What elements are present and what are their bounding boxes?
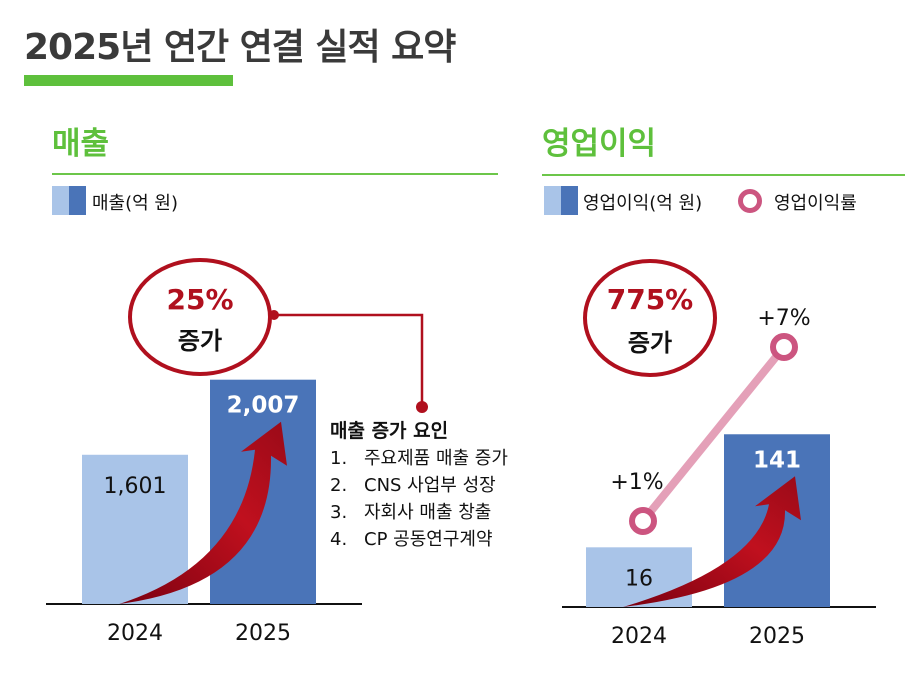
margin-label: +7% bbox=[757, 306, 810, 331]
reason-item: 2. CNS 사업부 성장 bbox=[330, 471, 496, 497]
reason-number: 2. bbox=[330, 475, 348, 496]
reasons-title: 매출 증가 요인 bbox=[330, 420, 449, 442]
data-label: 141 bbox=[753, 447, 801, 473]
operating-profit-divider bbox=[542, 174, 905, 176]
revenue-growth-label: 증가 bbox=[177, 327, 223, 355]
data-label: 2,007 bbox=[227, 393, 300, 419]
reason-text: 자회사 매출 창출 bbox=[364, 502, 492, 523]
op-growth-label: 증가 bbox=[627, 329, 673, 357]
badge-connector-line bbox=[274, 313, 424, 407]
x-tick-label: 2024 bbox=[107, 621, 163, 646]
reason-number: 4. bbox=[330, 529, 348, 550]
page-title: 2025년 연간 연결 실적 요약 bbox=[24, 27, 456, 68]
reason-number: 3. bbox=[330, 502, 348, 523]
legend-swatch-2025 bbox=[561, 186, 578, 215]
reason-number: 1. bbox=[330, 448, 348, 469]
x-tick-label: 2025 bbox=[235, 621, 291, 646]
margin-line bbox=[639, 344, 788, 524]
data-label: 16 bbox=[625, 566, 653, 591]
bar-2024 bbox=[82, 454, 188, 604]
connector-dot-end bbox=[416, 401, 428, 413]
legend-bar-label: 영업이익(억 원) bbox=[583, 193, 703, 214]
margin-marker bbox=[770, 333, 798, 361]
title-underline bbox=[24, 75, 233, 86]
data-label: 1,601 bbox=[104, 474, 167, 499]
op-growth-percent: 775% bbox=[606, 283, 694, 316]
revenue-chart: 2024 1,601 2025 2,007 bbox=[46, 379, 362, 646]
reason-item: 3. 자회사 매출 창출 bbox=[330, 498, 491, 524]
legend-swatch-2025 bbox=[69, 186, 86, 215]
reason-text: CP 공동연구계약 bbox=[364, 529, 493, 550]
operating-profit-chart: 2024 16 2025 141 +1% +7% bbox=[562, 306, 876, 649]
x-tick-label: 2024 bbox=[611, 624, 667, 649]
reason-item: 1. 주요제품 매출 증가 bbox=[330, 444, 508, 470]
growth-arrow-icon bbox=[119, 421, 287, 604]
reason-text: 주요제품 매출 증가 bbox=[364, 448, 508, 469]
reason-item: 4. CP 공동연구계약 bbox=[330, 525, 493, 551]
revenue-divider bbox=[52, 173, 498, 175]
operating-profit-heading: 영업이익 bbox=[542, 126, 657, 162]
legend-swatch-2024 bbox=[52, 186, 69, 215]
revenue-growth-percent: 25% bbox=[166, 283, 234, 316]
legend-swatch-2024 bbox=[544, 186, 561, 215]
margin-label: +1% bbox=[610, 470, 663, 495]
growth-arrow-icon bbox=[623, 476, 801, 607]
legend-label: 매출(억 원) bbox=[92, 193, 179, 214]
revenue-growth-badge bbox=[128, 258, 272, 376]
revenue-heading: 매출 bbox=[52, 126, 110, 162]
legend-line-label: 영업이익률 bbox=[774, 193, 857, 214]
legend-margin-marker-icon bbox=[738, 189, 762, 213]
x-tick-label: 2025 bbox=[749, 624, 805, 649]
operating-profit-growth-badge bbox=[583, 259, 717, 377]
margin-marker bbox=[629, 507, 657, 535]
reason-text: CNS 사업부 성장 bbox=[364, 475, 496, 496]
